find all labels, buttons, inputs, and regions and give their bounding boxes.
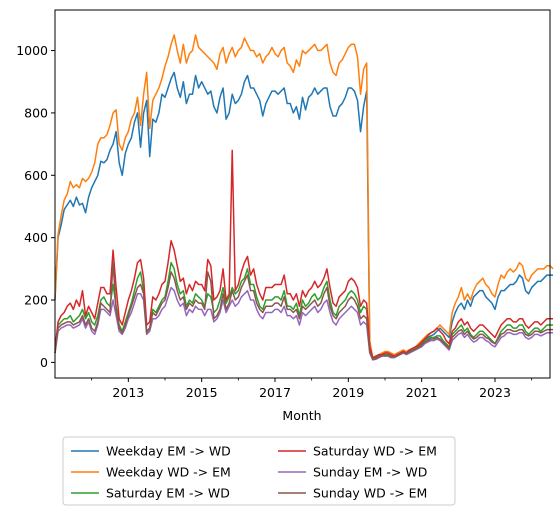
series-line-2 [54, 34, 554, 359]
legend-label: Weekday WD -> EM [106, 465, 231, 480]
series-line-6 [54, 261, 554, 361]
x-axis-title: Month [282, 408, 321, 423]
legend: Weekday EM -> WD Weekday WD -> EM Saturday… [62, 436, 456, 506]
y-tick-label: 0 [40, 355, 48, 370]
x-tick-label: 2017 [259, 385, 291, 400]
y-axis: 0 200 400 600 800 1000 [16, 43, 55, 370]
x-tick-label: 2023 [479, 385, 511, 400]
legend-label: Saturday EM -> WD [106, 486, 230, 501]
plot-frame [54, 9, 551, 379]
x-axis: 2013 2015 2017 2019 2021 2023 [91, 378, 533, 400]
y-tick-label: 1000 [16, 43, 48, 58]
legend-label: Weekday EM -> WD [106, 444, 231, 459]
y-tick-label: 200 [24, 293, 48, 308]
series-layer [54, 34, 554, 361]
y-tick-label: 800 [24, 105, 48, 120]
series-line-5 [54, 286, 554, 361]
legend-box [62, 436, 456, 506]
y-tick-label: 400 [24, 230, 48, 245]
x-tick-label: 2019 [332, 385, 364, 400]
legend-label: Sunday EM -> WD [313, 465, 427, 480]
x-tick-label: 2015 [186, 385, 218, 400]
legend-label: Sunday WD -> EM [313, 486, 427, 501]
y-tick-label: 600 [24, 168, 48, 183]
series-line-1 [54, 71, 554, 361]
legend-label: Saturday WD -> EM [313, 444, 437, 459]
series-line-3 [54, 261, 554, 361]
series-line-4 [54, 149, 554, 359]
x-tick-label: 2013 [112, 385, 144, 400]
x-tick-label: 2021 [406, 385, 438, 400]
